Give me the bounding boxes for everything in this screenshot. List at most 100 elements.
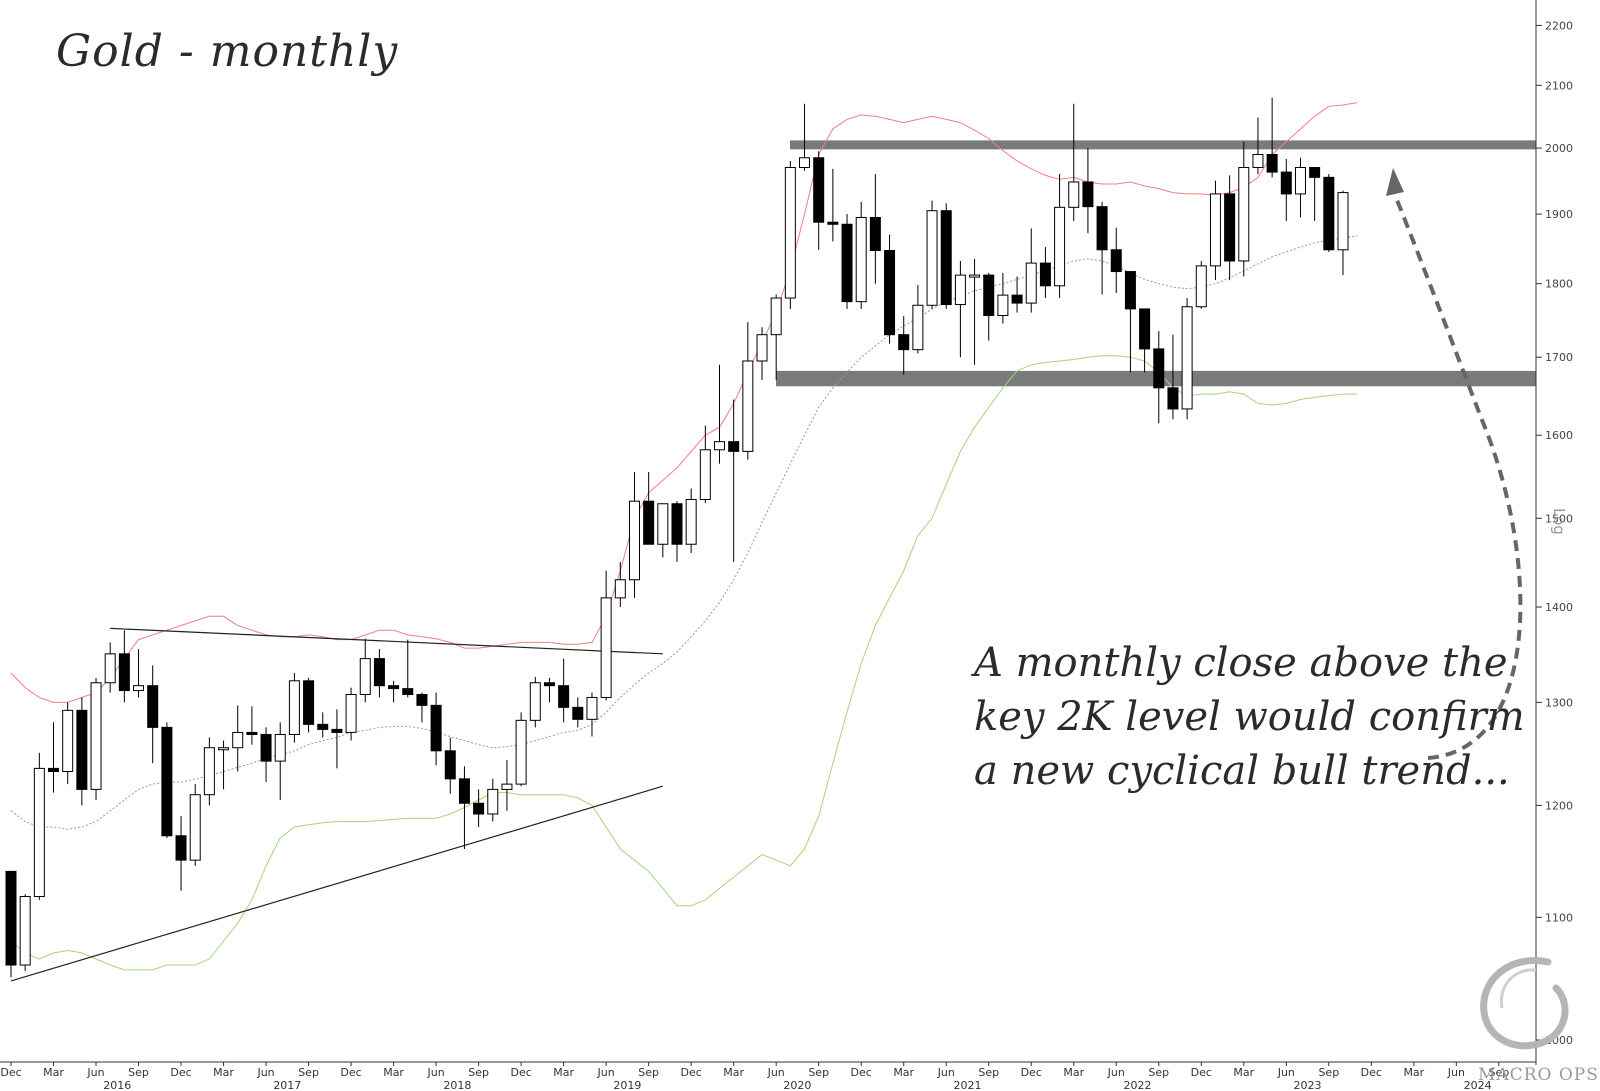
candle [218,740,230,790]
x-tick-label: Jun [86,1066,104,1079]
candle-body [1068,181,1080,208]
candle [969,258,981,365]
x-year-label: 2022 [1124,1079,1152,1091]
candle [912,285,924,354]
candle [76,697,88,806]
candle-body [1167,387,1179,410]
candle-body [487,788,499,815]
candle-body [784,167,796,299]
candle-body [444,750,456,780]
x-tick-label: Sep [978,1066,999,1079]
candle-body [76,709,88,790]
x-tick-label: Mar [43,1066,64,1079]
x-tick-label: Dec [510,1066,531,1079]
candle-body [1054,206,1066,287]
x-year-label: 2020 [783,1079,811,1091]
candle [614,561,626,608]
x-tick-label: Mar [1403,1066,1424,1079]
log-scale-label: Log [1550,508,1568,535]
x-tick-label: Mar [383,1066,404,1079]
candle-body [48,767,60,773]
x-tick-label: Dec [0,1066,21,1079]
x-tick-label: Dec [1021,1066,1042,1079]
candle-body [359,658,371,696]
candle-body [161,726,173,837]
candle [1294,157,1306,218]
candle-body [529,682,541,721]
candle-body [1139,308,1151,350]
x-tick-label: Sep [128,1066,149,1079]
candle-body [1096,206,1108,251]
x-year-label: 2018 [443,1079,471,1091]
y-tick-label: 2200 [1545,19,1573,32]
candle-body [1337,192,1349,251]
x-tick-label: Jun [937,1066,955,1079]
x-tick-label: Jun [427,1066,445,1079]
candle [699,425,711,503]
x-tick-label: Jun [256,1066,274,1079]
candle [430,692,442,766]
candle [487,778,499,822]
x-tick-label: Dec [170,1066,191,1079]
x-tick-label: Mar [213,1066,234,1079]
y-tick-label: 1700 [1545,351,1573,364]
candle-body [770,297,782,336]
candle-body [1082,181,1094,208]
candle [572,697,584,728]
candle [1082,148,1094,234]
candle-body [133,685,145,692]
candle [1054,174,1066,299]
x-year-label: 2017 [273,1079,301,1091]
candle-body [898,334,910,351]
candle-body [203,747,215,796]
candle [303,677,315,733]
candle-body [614,579,626,599]
candle [1025,228,1037,313]
candle [402,639,414,698]
candle [1252,117,1264,175]
candle [799,103,811,171]
candle [1337,190,1349,276]
candle-body [940,210,952,306]
candle [600,570,612,701]
candle [288,673,300,743]
y-tick-label: 2100 [1545,79,1573,92]
candle-body [303,680,315,725]
candle [884,234,896,344]
candle-body [572,706,584,720]
candle-body [1039,262,1051,287]
candle [62,702,74,785]
candle-body [643,500,655,545]
candle [33,752,45,900]
candle-body [430,704,442,752]
candle [558,658,570,723]
x-tick-label: Sep [1318,1066,1339,1079]
candle [515,712,527,787]
x-tick-label: Mar [1233,1066,1254,1079]
x-tick-label: Jun [767,1066,785,1079]
x-tick-label: Jun [1447,1066,1465,1079]
x-tick-label: Jun [597,1066,615,1079]
candle-body [841,223,853,303]
candle [728,399,740,562]
candle-body [657,503,669,545]
candle [133,649,145,698]
candle [997,272,1009,324]
candle [458,766,470,850]
y-tick-label: 2000 [1545,142,1573,155]
candle-body [799,157,811,169]
candle-body [1238,167,1250,262]
candle-body [983,274,995,316]
resistance-zone [790,140,1536,150]
candle-body [373,658,385,687]
annotation-arrow [1386,168,1523,760]
candle [685,488,697,554]
x-year-label: 2016 [103,1079,131,1091]
candle [48,722,60,793]
y-tick-label: 1600 [1545,429,1573,442]
candle-body [926,210,938,306]
candle [784,161,796,309]
candle [1209,180,1221,281]
candle-body [345,694,357,733]
